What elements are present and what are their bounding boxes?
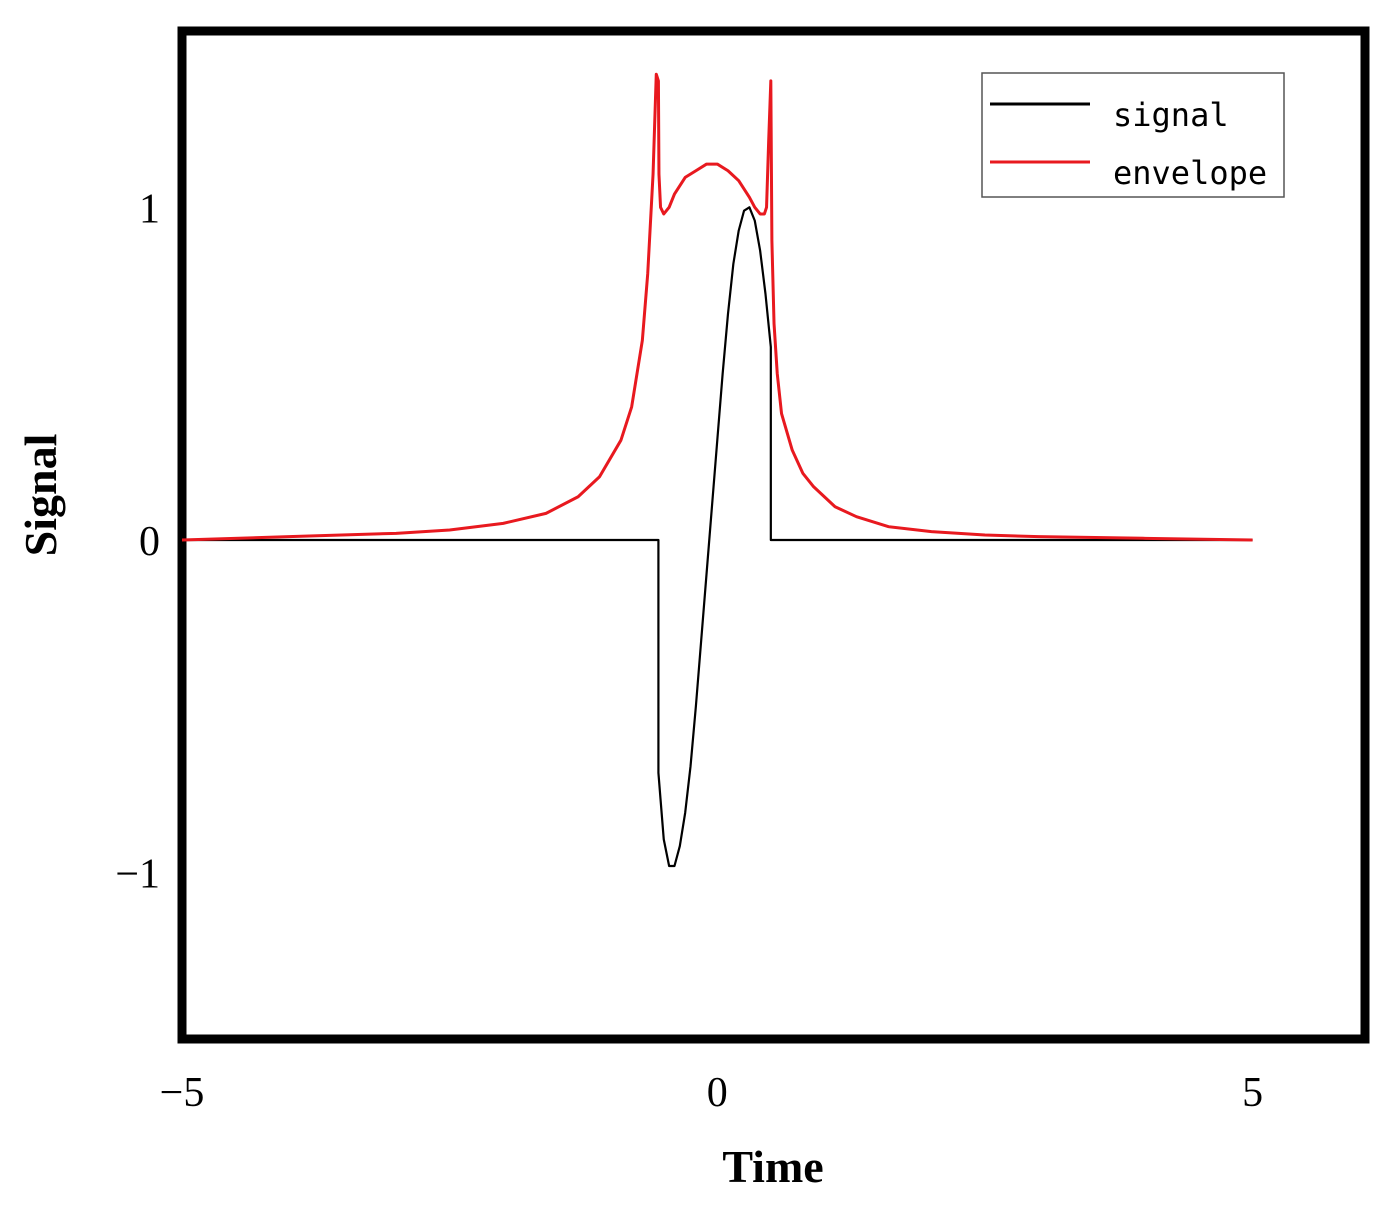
legend-label-signal: signal (1113, 96, 1229, 134)
series-line-envelope (181, 72, 1253, 542)
legend-label-envelope: envelope (1113, 154, 1267, 192)
y-tick-label: 0 (139, 519, 160, 565)
x-tick-label: 5 (1242, 1070, 1263, 1116)
y-tick-label: −1 (115, 852, 160, 898)
x-tick-label: −5 (160, 1070, 205, 1116)
y-tick-labels: 1 0 −1 (115, 186, 160, 897)
x-tick-label: 0 (707, 1070, 728, 1116)
x-tick-labels: −5 0 5 (160, 1070, 1263, 1116)
legend-box (981, 72, 1285, 198)
y-tick-label: 1 (139, 186, 160, 232)
series-line-signal (182, 206, 1253, 868)
x-axis-title: Time (722, 1141, 823, 1192)
series-layer (181, 72, 1253, 868)
legend: signal envelope (981, 72, 1285, 198)
y-axis-title: Signal (15, 434, 66, 557)
